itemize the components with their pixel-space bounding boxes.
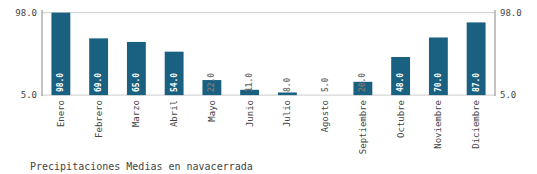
y-axis-line xyxy=(42,10,43,96)
y-tick-label: 5.0 xyxy=(21,90,37,100)
bar xyxy=(127,42,146,95)
bar xyxy=(467,22,486,95)
x-tick-label: Agosto xyxy=(320,100,330,133)
x-tick-label: Mayo xyxy=(207,100,217,122)
x-tick-label: Julio xyxy=(282,100,292,127)
grid-line xyxy=(42,12,495,13)
chart: 98.0 69.0 65.0 54.0 22.0 11.0 8.0 5.0 20.0 48.0 70… xyxy=(0,0,537,174)
title: Precipitaciones Medias en navacerrada xyxy=(30,161,253,172)
data-label: 20.0 xyxy=(358,73,367,92)
bar xyxy=(391,57,410,95)
bar xyxy=(429,37,448,95)
bars xyxy=(51,13,485,95)
x-tick-label: Octubre xyxy=(396,100,406,138)
bar xyxy=(165,52,184,95)
bar xyxy=(89,38,108,95)
data-label: 8.0 xyxy=(283,77,292,92)
x-tick-label: Noviembre xyxy=(433,100,443,149)
grid xyxy=(42,13,495,95)
data-label: 48.0 xyxy=(396,73,405,92)
y2-tick-label: 98.0 xyxy=(500,8,522,18)
grid-line xyxy=(42,95,495,96)
data-label: 87.0 xyxy=(472,73,481,92)
data-label: 22.0 xyxy=(207,73,216,92)
data-label: 65.0 xyxy=(132,73,141,92)
data-label: 54.0 xyxy=(170,73,179,92)
bar xyxy=(51,13,70,95)
data-label: 98.0 xyxy=(56,73,65,92)
data-label: 5.0 xyxy=(321,77,330,92)
x-tick-label: Junio xyxy=(245,100,255,127)
y-tick-label: 98.0 xyxy=(15,8,37,18)
x-tick-label: Febrero xyxy=(94,100,104,138)
data-labels: 98.0 69.0 65.0 54.0 22.0 11.0 8.0 5.0 20.0 48.0 70… xyxy=(56,73,480,92)
data-label: 11.0 xyxy=(245,73,254,92)
bar xyxy=(316,95,335,96)
x-tick-label: Abril xyxy=(169,100,179,127)
data-label: 70.0 xyxy=(434,73,443,92)
data-label: 69.0 xyxy=(94,73,103,92)
y2-axis-line xyxy=(495,10,496,96)
x-tick-label: Diciembre xyxy=(471,100,481,149)
x-tick-label: Septiembre xyxy=(358,100,368,154)
x-tick-label: Enero xyxy=(56,100,66,127)
x-tick-label: Marzo xyxy=(131,100,141,127)
y2-tick-label: 5.0 xyxy=(500,90,516,100)
